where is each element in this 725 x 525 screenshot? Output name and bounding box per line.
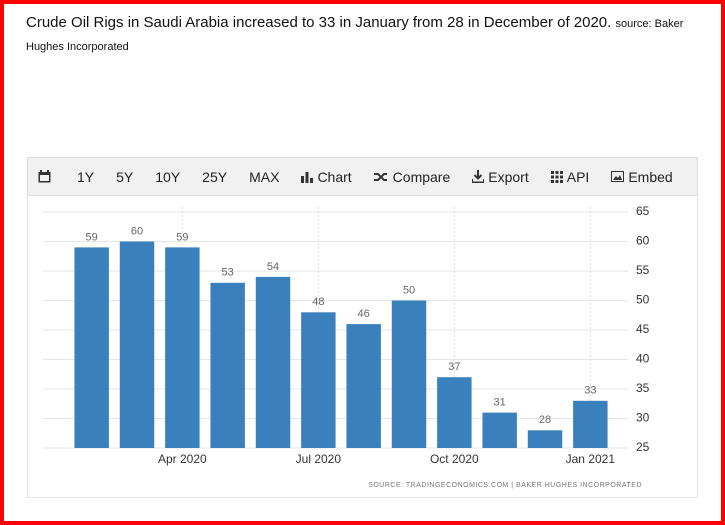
y-tick-label: 50 xyxy=(636,293,650,307)
x-tick-label: Apr 2020 xyxy=(158,452,207,466)
button-label: 25Y xyxy=(202,168,228,185)
button-label: 10Y xyxy=(155,168,181,185)
bar xyxy=(210,282,245,448)
headline-block: Crude Oil Rigs in Saudi Arabia increased… xyxy=(26,12,706,58)
y-tick-label: 65 xyxy=(636,204,650,218)
compare-icon xyxy=(373,172,387,181)
value-label: 59 xyxy=(86,231,98,243)
bar xyxy=(391,300,427,448)
button-label: Export xyxy=(488,168,529,185)
bar xyxy=(255,276,291,448)
bar xyxy=(74,247,109,448)
chart-panel: SOURCE: TRADINGECONOMICS.COM | BAKER HUG… xyxy=(27,195,698,498)
export-icon xyxy=(472,170,485,183)
embed-button[interactable]: Embed xyxy=(611,168,673,185)
x-tick-label: Jan 2021 xyxy=(566,452,616,466)
toolbar: 1Y 5Y 10Y 25Y MAX Chart Compare Export A… xyxy=(27,157,698,196)
range-button[interactable]: MAX xyxy=(249,169,279,185)
y-tick-label: 60 xyxy=(636,234,650,248)
api-button[interactable]: API xyxy=(550,168,590,185)
value-label: 60 xyxy=(131,225,143,237)
api-icon xyxy=(550,170,563,183)
button-label: Compare xyxy=(392,168,451,185)
x-tick-label: Jul 2020 xyxy=(296,452,342,466)
value-label: 37 xyxy=(448,361,460,373)
value-label: 50 xyxy=(403,284,415,296)
button-label: Embed xyxy=(628,168,673,185)
bar xyxy=(119,241,155,448)
compare-button[interactable]: Compare xyxy=(373,168,451,185)
bar xyxy=(301,312,336,448)
button-label: MAX xyxy=(249,168,280,185)
button-label: Chart xyxy=(317,168,352,185)
range-button[interactable]: 5Y xyxy=(116,169,133,185)
button-label: 1Y xyxy=(77,168,95,185)
value-label: 54 xyxy=(267,261,279,273)
calendar-icon xyxy=(38,170,51,183)
value-label: 33 xyxy=(584,385,596,397)
value-label: 28 xyxy=(539,414,551,426)
bar xyxy=(482,412,517,448)
bar xyxy=(437,377,472,448)
x-tick-label: Oct 2020 xyxy=(430,452,479,466)
y-tick-label: 55 xyxy=(636,263,650,277)
value-label: 31 xyxy=(494,397,506,409)
range-button[interactable]: 25Y xyxy=(202,169,227,185)
bar xyxy=(573,400,608,448)
embed-icon xyxy=(611,171,625,182)
range-button[interactable]: 1Y xyxy=(77,169,94,185)
chart-button[interactable]: Chart xyxy=(301,168,352,185)
y-tick-label: 25 xyxy=(636,440,650,454)
value-label: 48 xyxy=(312,296,324,308)
y-tick-label: 35 xyxy=(636,381,650,395)
chart: SOURCE: TRADINGECONOMICS.COM | BAKER HUG… xyxy=(43,204,650,489)
bar xyxy=(527,430,563,448)
calendar-button[interactable] xyxy=(38,170,55,183)
y-tick-label: 40 xyxy=(636,352,650,366)
chart-icon xyxy=(301,171,314,183)
value-label: 59 xyxy=(176,231,188,243)
value-label: 46 xyxy=(358,308,370,320)
headline-source: source: Baker Hughes Incorporated xyxy=(26,18,684,53)
button-label: 5Y xyxy=(116,168,134,185)
bar xyxy=(346,324,381,448)
y-tick-label: 30 xyxy=(636,411,650,425)
chart-source: SOURCE: TRADINGECONOMICS.COM | BAKER HUG… xyxy=(368,482,642,489)
button-label: API xyxy=(566,168,590,185)
export-button[interactable]: Export xyxy=(472,168,529,185)
bar xyxy=(165,247,200,448)
range-button[interactable]: 10Y xyxy=(155,169,180,185)
headline: Crude Oil Rigs in Saudi Arabia increased… xyxy=(26,14,612,31)
y-tick-label: 45 xyxy=(636,322,650,336)
value-label: 53 xyxy=(222,267,234,279)
